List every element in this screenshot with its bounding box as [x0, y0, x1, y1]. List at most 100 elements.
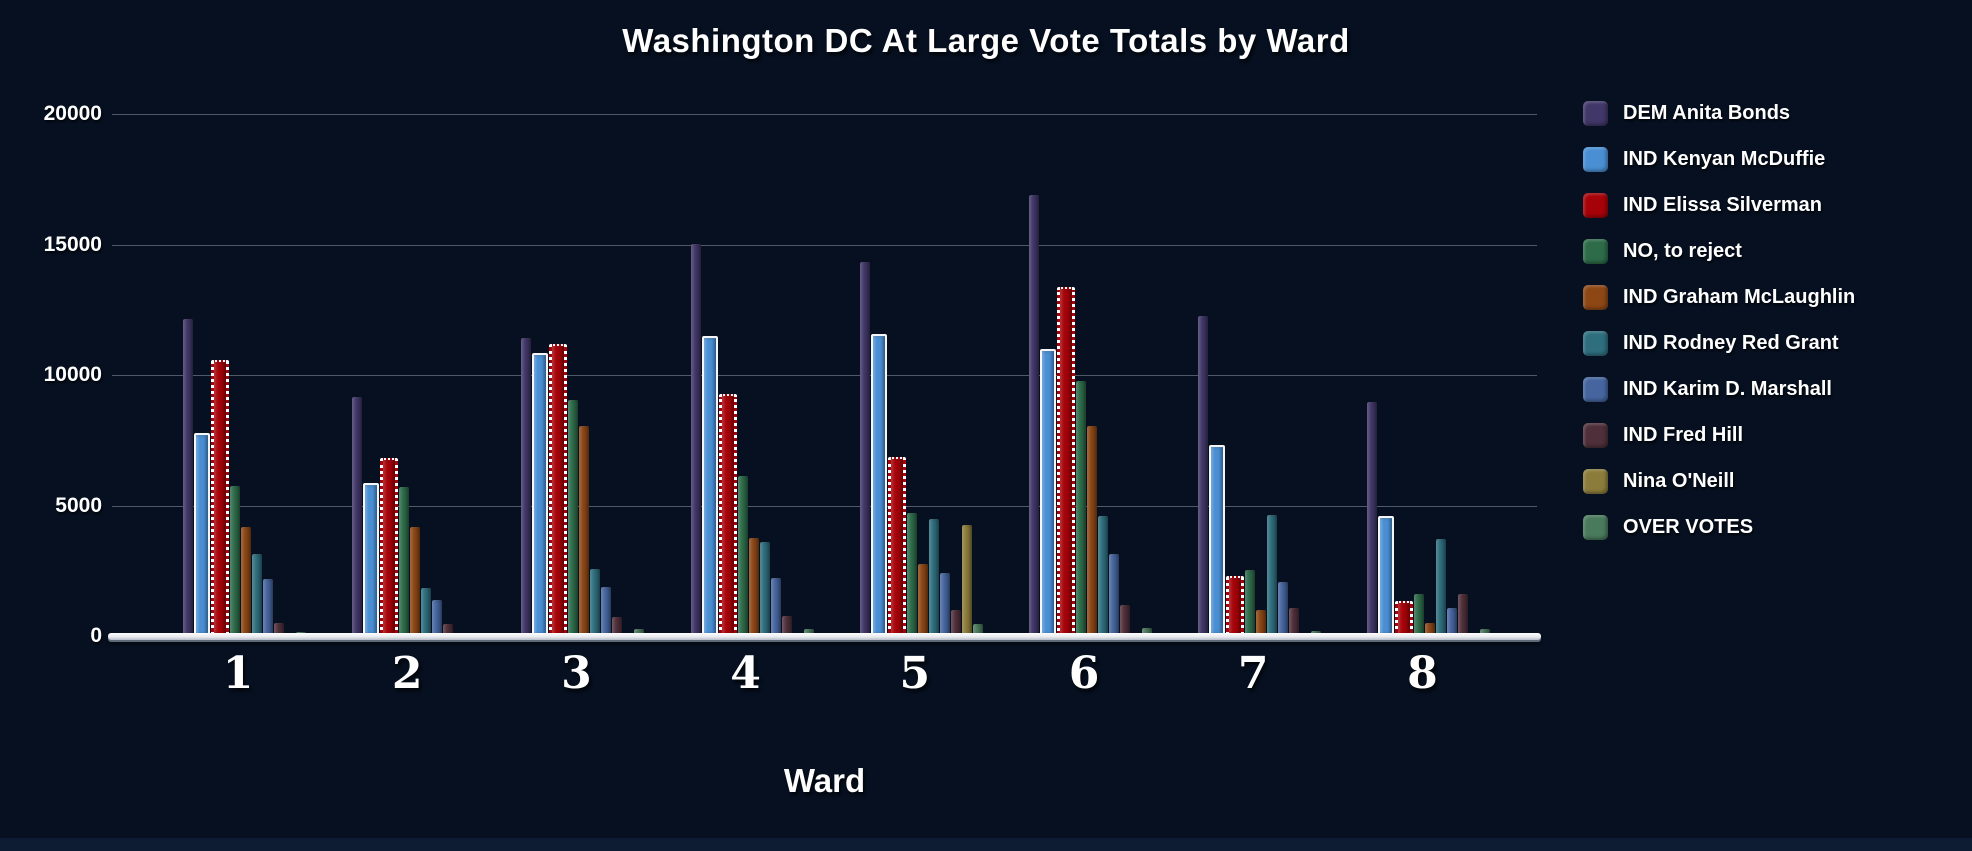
bar-ind-elissa-silverman-ward-1[interactable]: [211, 360, 229, 636]
bar-ind-graham-mclaughlin-ward-7[interactable]: [1256, 610, 1267, 636]
bar-no-to-reject-ward-8[interactable]: [1414, 594, 1425, 636]
legend-swatch-ind-graham-mclaughlin: [1583, 285, 1608, 310]
bar-ind-graham-mclaughlin-ward-4[interactable]: [748, 538, 759, 636]
bar-group-ward-8: [1367, 114, 1491, 636]
bar-ind-kenyan-mcduffie-ward-6[interactable]: [1040, 349, 1056, 636]
bar-group-ward-1: [183, 114, 306, 636]
x-tick-label-2: 2: [391, 648, 423, 699]
bar-ind-graham-mclaughlin-ward-1[interactable]: [241, 527, 251, 636]
bar-ind-elissa-silverman-ward-5[interactable]: [887, 457, 906, 636]
bar-dem-anita-bonds-ward-7[interactable]: [1198, 316, 1209, 636]
plot-area: [112, 114, 1537, 636]
bar-no-to-reject-ward-7[interactable]: [1245, 570, 1256, 636]
bar-ind-rodney-red-grant-ward-1[interactable]: [252, 554, 262, 636]
bar-ind-graham-mclaughlin-ward-3[interactable]: [579, 426, 590, 636]
bar-ind-karim-d-marshall-ward-4[interactable]: [770, 578, 781, 636]
legend-item-ind-elissa-silverman[interactable]: IND Elissa Silverman: [1583, 193, 1963, 218]
legend-item-ind-fred-hill[interactable]: IND Fred Hill: [1583, 423, 1963, 448]
bar-dem-anita-bonds-ward-5[interactable]: [859, 262, 870, 636]
bar-over-votes-ward-4[interactable]: [803, 629, 814, 636]
bar-ind-fred-hill-ward-6[interactable]: [1120, 605, 1130, 636]
bar-dem-anita-bonds-ward-8[interactable]: [1367, 402, 1378, 636]
bar-ind-kenyan-mcduffie-ward-4[interactable]: [701, 336, 718, 636]
bar-no-to-reject-ward-2[interactable]: [399, 487, 410, 636]
bar-ind-karim-d-marshall-ward-1[interactable]: [263, 579, 273, 636]
bar-ind-karim-d-marshall-ward-5[interactable]: [939, 573, 950, 636]
bar-ind-fred-hill-ward-4[interactable]: [781, 616, 792, 636]
bar-ind-fred-hill-ward-3[interactable]: [612, 617, 623, 636]
bar-ind-elissa-silverman-ward-3[interactable]: [549, 344, 568, 636]
bar-ind-fred-hill-ward-8[interactable]: [1458, 594, 1469, 636]
legend-item-dem-anita-bonds[interactable]: DEM Anita Bonds: [1583, 101, 1963, 126]
bar-ind-rodney-red-grant-ward-8[interactable]: [1436, 539, 1447, 636]
bar-ind-graham-mclaughlin-ward-8[interactable]: [1425, 623, 1436, 636]
bar-ind-karim-d-marshall-ward-8[interactable]: [1447, 608, 1458, 636]
bar-no-to-reject-ward-1[interactable]: [230, 486, 240, 636]
bar-ind-fred-hill-ward-2[interactable]: [443, 624, 454, 636]
legend-label-no-to-reject: NO, to reject: [1623, 240, 1742, 262]
bar-ind-graham-mclaughlin-ward-2[interactable]: [410, 527, 421, 636]
bar-ind-elissa-silverman-ward-2[interactable]: [380, 458, 399, 636]
legend-item-no-to-reject[interactable]: NO, to reject: [1583, 239, 1963, 264]
legend-swatch-ind-elissa-silverman: [1583, 193, 1608, 218]
bar-over-votes-ward-5[interactable]: [972, 624, 983, 636]
bar-ind-rodney-red-grant-ward-2[interactable]: [421, 588, 432, 636]
bar-no-to-reject-ward-5[interactable]: [906, 513, 917, 636]
bar-dem-anita-bonds-ward-2[interactable]: [352, 397, 363, 636]
bar-group-ward-5: [859, 114, 983, 636]
bar-ind-kenyan-mcduffie-ward-1[interactable]: [194, 433, 210, 636]
bar-over-votes-ward-8[interactable]: [1480, 629, 1491, 636]
bar-ind-elissa-silverman-ward-4[interactable]: [718, 394, 737, 636]
bar-ind-graham-mclaughlin-ward-5[interactable]: [917, 564, 928, 636]
bar-ind-kenyan-mcduffie-ward-8[interactable]: [1378, 516, 1395, 636]
bar-dem-anita-bonds-ward-3[interactable]: [521, 338, 532, 636]
bar-ind-karim-d-marshall-ward-7[interactable]: [1278, 582, 1289, 636]
bar-ind-rodney-red-grant-ward-3[interactable]: [590, 569, 601, 636]
legend-item-ind-graham-mclaughlin[interactable]: IND Graham McLaughlin: [1583, 285, 1963, 310]
legend-swatch-nina-o-neill: [1583, 469, 1608, 494]
bar-over-votes-ward-6[interactable]: [1142, 628, 1152, 636]
legend-item-ind-rodney-red-grant[interactable]: IND Rodney Red Grant: [1583, 331, 1963, 356]
bar-ind-rodney-red-grant-ward-7[interactable]: [1267, 515, 1278, 636]
legend-item-ind-kenyan-mcduffie[interactable]: IND Kenyan McDuffie: [1583, 147, 1963, 172]
legend-swatch-ind-fred-hill: [1583, 423, 1608, 448]
x-tick-label-3: 3: [561, 648, 592, 699]
y-tick-label-20000: 20000: [43, 102, 102, 125]
bar-ind-rodney-red-grant-ward-5[interactable]: [928, 519, 939, 636]
bar-ind-elissa-silverman-ward-8[interactable]: [1395, 601, 1414, 636]
legend-label-ind-elissa-silverman: IND Elissa Silverman: [1623, 194, 1822, 216]
bar-ind-kenyan-mcduffie-ward-7[interactable]: [1209, 445, 1226, 636]
legend-label-nina-o-neill: Nina O'Neill: [1623, 470, 1735, 492]
x-axis-line: [108, 633, 1541, 640]
bar-dem-anita-bonds-ward-1[interactable]: [183, 319, 193, 636]
bar-ind-kenyan-mcduffie-ward-5[interactable]: [870, 334, 887, 636]
bar-dem-anita-bonds-ward-6[interactable]: [1029, 195, 1039, 636]
bar-ind-kenyan-mcduffie-ward-3[interactable]: [532, 353, 549, 636]
bar-ind-fred-hill-ward-5[interactable]: [950, 610, 961, 636]
bar-ind-graham-mclaughlin-ward-6[interactable]: [1087, 426, 1097, 636]
bar-ind-karim-d-marshall-ward-3[interactable]: [601, 587, 612, 636]
bar-dem-anita-bonds-ward-4[interactable]: [690, 244, 701, 636]
bar-ind-rodney-red-grant-ward-4[interactable]: [759, 542, 770, 636]
bar-no-to-reject-ward-4[interactable]: [737, 476, 748, 636]
bar-ind-karim-d-marshall-ward-2[interactable]: [432, 600, 443, 636]
legend-swatch-no-to-reject: [1583, 239, 1608, 264]
legend-item-nina-o-neill[interactable]: Nina O'Neill: [1583, 469, 1963, 494]
bar-over-votes-ward-3[interactable]: [634, 629, 645, 636]
bar-ind-kenyan-mcduffie-ward-2[interactable]: [363, 483, 380, 636]
bar-no-to-reject-ward-3[interactable]: [568, 400, 579, 636]
bar-ind-karim-d-marshall-ward-6[interactable]: [1109, 554, 1119, 636]
bar-nina-o-neill-ward-5[interactable]: [961, 525, 972, 636]
bar-ind-rodney-red-grant-ward-6[interactable]: [1098, 516, 1108, 636]
bar-ind-fred-hill-ward-1[interactable]: [274, 623, 284, 636]
legend-item-ind-karim-d-marshall[interactable]: IND Karim D. Marshall: [1583, 377, 1963, 402]
legend-item-over-votes[interactable]: OVER VOTES: [1583, 515, 1963, 540]
gridline-15000: [112, 244, 1537, 246]
bar-ind-elissa-silverman-ward-7[interactable]: [1226, 576, 1245, 636]
bar-no-to-reject-ward-6[interactable]: [1076, 381, 1086, 636]
footer-strip: [0, 838, 1972, 851]
bar-ind-fred-hill-ward-7[interactable]: [1289, 608, 1300, 636]
bar-ind-elissa-silverman-ward-6[interactable]: [1057, 287, 1075, 636]
legend-swatch-over-votes: [1583, 515, 1608, 540]
